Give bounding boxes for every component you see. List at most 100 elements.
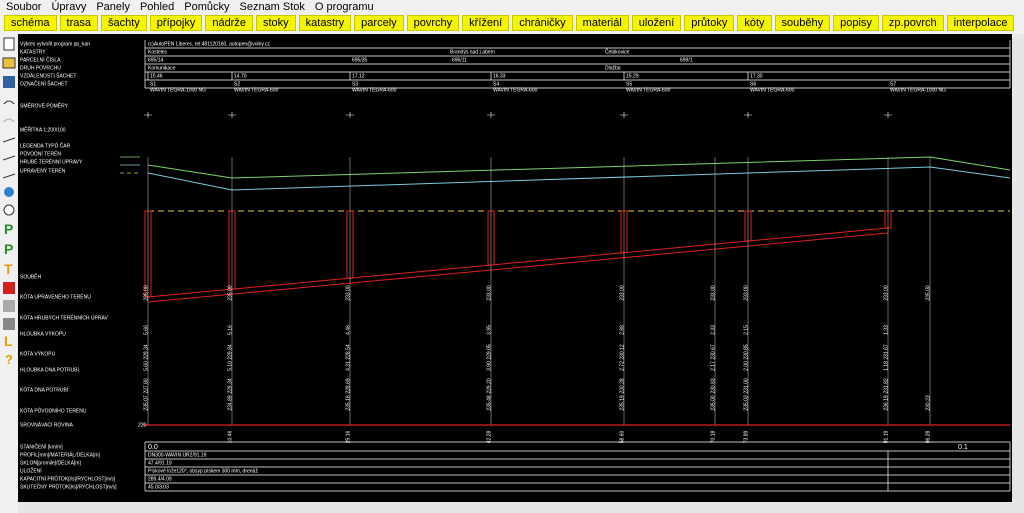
toolbar-button[interactable]: souběhy	[774, 15, 831, 31]
station-value: 235.16	[345, 395, 351, 411]
profile-line	[147, 166, 1011, 191]
toolbar-button[interactable]: schéma	[4, 15, 57, 31]
label: WAVIN TEGRA-600	[352, 87, 397, 93]
label: 699/1	[680, 57, 693, 63]
toolbar-button[interactable]: trasa	[59, 15, 98, 31]
toolbar: schéma trasa šachty přípojky nádrže stoky kata…	[0, 14, 1024, 32]
label: 45.0/3.03	[148, 484, 169, 490]
label: 10.46	[150, 73, 163, 79]
station-value: 2.72	[619, 361, 625, 371]
toolbar-button[interactable]: chráničky	[512, 15, 573, 31]
station-value: 230.28	[619, 378, 625, 394]
toolbar-button[interactable]: nádrže	[205, 15, 253, 31]
label: STANIČENÍ [km/m]	[20, 443, 63, 450]
station-value: 229.20	[486, 378, 492, 394]
station-value: 5.10	[227, 361, 233, 371]
label: KÓTA UPRAVENÉHO TERÉNU	[20, 293, 91, 300]
menu-item[interactable]: Pohled	[139, 1, 175, 13]
toolbar-button[interactable]: stoky	[255, 15, 296, 31]
stationing: 70.18	[710, 431, 716, 444]
label: Pískové lože120°, obsyp pískem 300 mm, d…	[148, 468, 258, 474]
label: 695/14	[148, 57, 164, 63]
direction-symbol	[884, 112, 892, 118]
svg-text:P: P	[4, 221, 13, 237]
label: KATASTRY	[20, 49, 46, 55]
station-value: 235.48	[486, 395, 492, 411]
station-value: 2.15	[743, 325, 749, 335]
toolbar-button[interactable]: průtoky	[684, 15, 735, 31]
label: 696/11	[452, 57, 467, 63]
direction-symbol	[487, 112, 495, 118]
toolbar-button[interactable]: katastry	[298, 15, 352, 31]
toolbar-button[interactable]: zp.povrch	[881, 15, 944, 31]
profile-line	[147, 227, 889, 298]
station-value: 228.69	[345, 378, 351, 394]
station-value: 235.00	[710, 395, 716, 411]
label: WAVIN TEGRA-600	[750, 87, 795, 93]
station-value: 5.66	[143, 325, 149, 335]
station-value: 235.03	[743, 395, 749, 411]
menu-item[interactable]: Pomůcky	[184, 1, 230, 13]
label: Kostelec	[148, 49, 168, 55]
station-value: 233.00	[883, 285, 889, 301]
menu-item[interactable]: O programu	[314, 1, 374, 13]
label: (c)AutoPEN Liberec, tel:481120160, autop…	[148, 41, 270, 47]
menu-bar: Soubor Úpravy Panely Pohled Pomůcky Seznam St…	[0, 0, 1024, 14]
label: Komunikace	[148, 65, 176, 71]
label: WAVIN TEGRA-600	[626, 87, 671, 93]
profile-canvas: Výkres vytvořil program pp_kan KATASTRYPA…	[18, 34, 1012, 502]
label: PARCELNÍ ČÍSLA	[20, 56, 61, 63]
label: DRUH POVRCHU	[20, 65, 61, 71]
label: KÓTA VÝKOPU	[20, 350, 56, 357]
direction-symbol	[228, 112, 236, 118]
label: WAVIN TEGRA-1000 NG	[890, 87, 946, 93]
station-value: 230.12	[619, 344, 625, 360]
station-value: 233.00	[743, 285, 749, 301]
station-value: 228.54	[345, 344, 351, 360]
label: SOUBĚH	[20, 272, 42, 280]
label: 17.12	[352, 73, 365, 79]
menu-item[interactable]: Panely	[96, 1, 130, 13]
menu-item[interactable]: Úpravy	[51, 1, 87, 13]
station-value: 1.18	[883, 361, 889, 371]
toolbar-button[interactable]: interpolace	[946, 15, 1015, 31]
label: Brandýs nad Labem	[450, 49, 495, 55]
toolbar-button[interactable]: křížení	[462, 15, 510, 31]
label: SKUTEČNÝ PRŮTOK[l/s]/RYCHLOST[m/s]	[20, 483, 117, 490]
station-value: 2.88	[619, 325, 625, 335]
toolbar-button[interactable]: kóty	[737, 15, 772, 31]
toolbar-button[interactable]: materiál	[575, 15, 629, 31]
station-value: 229.34	[143, 344, 149, 360]
station-value: 4.31	[345, 361, 351, 371]
toolbar-button[interactable]: uložení	[631, 15, 682, 31]
station-value: 231.67	[883, 344, 889, 360]
station-value: 235.00	[143, 285, 149, 301]
horizontal-scrollbar[interactable]	[18, 502, 1024, 513]
label: S5	[626, 81, 632, 87]
label: 0.1	[958, 444, 968, 451]
station-value: 235.00	[227, 285, 233, 301]
label: OZNAČENÍ ŠACHET	[20, 80, 68, 87]
toolbar-button[interactable]: parcely	[354, 15, 404, 31]
side-icons: PPT L?	[2, 37, 16, 367]
toolbar-button[interactable]: popisy	[833, 15, 879, 31]
vertical-scrollbar[interactable]	[1012, 34, 1024, 502]
station-value: 3.90	[486, 361, 492, 371]
stationing: 25.16	[345, 431, 351, 444]
toolbar-button[interactable]: povrchy	[406, 15, 460, 31]
label: VZDÁLENOSTI ŠACHET	[20, 72, 76, 79]
station-value: 236.19	[883, 395, 889, 411]
station-value: 2.00	[743, 361, 749, 371]
label: KÓTA HRUBÝCH TERÉNNÍCH ÚPRAV	[20, 314, 108, 321]
menu-item[interactable]: Seznam Stok	[239, 1, 305, 13]
svg-text:?: ?	[5, 352, 13, 367]
toolbar-button[interactable]: šachty	[101, 15, 147, 31]
toolbar-button[interactable]: přípojky	[149, 15, 203, 31]
menu-item[interactable]: Soubor	[6, 1, 42, 13]
station-value: 233.00	[710, 285, 716, 301]
station-value: 230.85	[743, 344, 749, 360]
svg-text:T: T	[4, 261, 13, 277]
label: WAVIN TEGRA-600	[234, 87, 279, 93]
label: HLOUBKA DNA POTRUBÍ	[20, 366, 80, 373]
